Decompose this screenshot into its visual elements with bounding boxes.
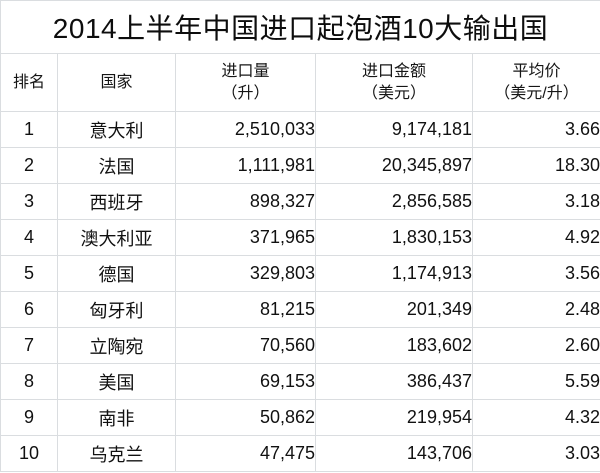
amount-cell: 219,954 (315, 399, 473, 436)
table-row: 10 乌克兰 47,475 143,706 3.03 (0, 435, 600, 472)
avg-price-cell: 5.59 (471, 363, 600, 400)
col-header-rank: 排名 (0, 53, 58, 112)
volume-cell: 371,965 (175, 219, 316, 256)
title-row: 2014上半年中国进口起泡酒10大输出国 (0, 0, 600, 54)
amount-cell: 9,174,181 (315, 111, 473, 148)
table-row: 3 西班牙 898,327 2,856,585 3.18 (0, 183, 600, 220)
col-header-volume: 进口量 （升） (175, 53, 316, 112)
rank-cell: 7 (0, 327, 58, 364)
table-row: 4 澳大利亚 371,965 1,830,153 4.92 (0, 219, 600, 256)
rank-cell: 3 (0, 183, 58, 220)
volume-cell: 81,215 (175, 291, 316, 328)
table-row: 9 南非 50,862 219,954 4.32 (0, 399, 600, 436)
country-cell: 立陶宛 (57, 327, 176, 364)
col-header-rank-label: 排名 (12, 73, 45, 91)
country-cell: 南非 (57, 399, 176, 436)
volume-cell: 47,475 (175, 435, 316, 472)
amount-cell: 386,437 (315, 363, 473, 400)
avg-price-cell: 3.03 (471, 435, 600, 472)
col-header-volume-sub: （升） (221, 84, 270, 102)
avg-price-cell: 3.66 (471, 111, 600, 148)
rank-cell: 4 (0, 219, 58, 256)
rank-cell: 1 (0, 111, 58, 148)
volume-cell: 70,560 (175, 327, 316, 364)
rank-cell: 10 (0, 435, 58, 472)
volume-cell: 1,111,981 (175, 147, 316, 184)
country-cell: 法国 (57, 147, 176, 184)
rank-cell: 9 (0, 399, 58, 436)
volume-cell: 50,862 (175, 399, 316, 436)
col-header-price-label: 平均价 (512, 62, 561, 80)
amount-cell: 1,830,153 (315, 219, 473, 256)
table-header-row: 排名 国家 进口量 （升） 进口金额 （美元） 平均价 （美元/升） (0, 53, 600, 112)
col-header-price: 平均价 （美元/升） (471, 53, 600, 112)
avg-price-cell: 2.48 (471, 291, 600, 328)
avg-price-cell: 2.60 (471, 327, 600, 364)
amount-cell: 2,856,585 (315, 183, 473, 220)
table-row: 2 法国 1,111,981 20,345,897 18.30 (0, 147, 600, 184)
table-row: 7 立陶宛 70,560 183,602 2.60 (0, 327, 600, 364)
avg-price-cell: 3.56 (471, 255, 600, 292)
amount-cell: 143,706 (315, 435, 473, 472)
volume-cell: 329,803 (175, 255, 316, 292)
amount-cell: 201,349 (315, 291, 473, 328)
col-header-amount: 进口金额 （美元） (315, 53, 473, 112)
table-row: 8 美国 69,153 386,437 5.59 (0, 363, 600, 400)
amount-cell: 183,602 (315, 327, 473, 364)
country-cell: 乌克兰 (57, 435, 176, 472)
amount-cell: 1,174,913 (315, 255, 473, 292)
country-cell: 美国 (57, 363, 176, 400)
amount-cell: 20,345,897 (315, 147, 473, 184)
table-row: 6 匈牙利 81,215 201,349 2.48 (0, 291, 600, 328)
rank-cell: 6 (0, 291, 58, 328)
country-cell: 匈牙利 (57, 291, 176, 328)
col-header-country: 国家 (57, 53, 176, 112)
avg-price-cell: 4.32 (471, 399, 600, 436)
table-row: 5 德国 329,803 1,174,913 3.56 (0, 255, 600, 292)
col-header-amount-sub: （美元） (361, 84, 426, 102)
rank-cell: 5 (0, 255, 58, 292)
avg-price-cell: 4.92 (471, 219, 600, 256)
country-cell: 德国 (57, 255, 176, 292)
col-header-country-label: 国家 (100, 73, 133, 91)
col-header-amount-label: 进口金额 (361, 62, 426, 80)
country-cell: 意大利 (57, 111, 176, 148)
avg-price-cell: 18.30 (471, 147, 600, 184)
col-header-volume-label: 进口量 (221, 62, 270, 80)
volume-cell: 2,510,033 (175, 111, 316, 148)
table-row: 1 意大利 2,510,033 9,174,181 3.66 (0, 111, 600, 148)
rank-cell: 8 (0, 363, 58, 400)
rank-cell: 2 (0, 147, 58, 184)
country-cell: 澳大利亚 (57, 219, 176, 256)
country-cell: 西班牙 (57, 183, 176, 220)
col-header-price-sub: （美元/升） (494, 84, 579, 102)
page-title: 2014上半年中国进口起泡酒10大输出国 (0, 0, 600, 54)
avg-price-cell: 3.18 (471, 183, 600, 220)
volume-cell: 898,327 (175, 183, 316, 220)
volume-cell: 69,153 (175, 363, 316, 400)
